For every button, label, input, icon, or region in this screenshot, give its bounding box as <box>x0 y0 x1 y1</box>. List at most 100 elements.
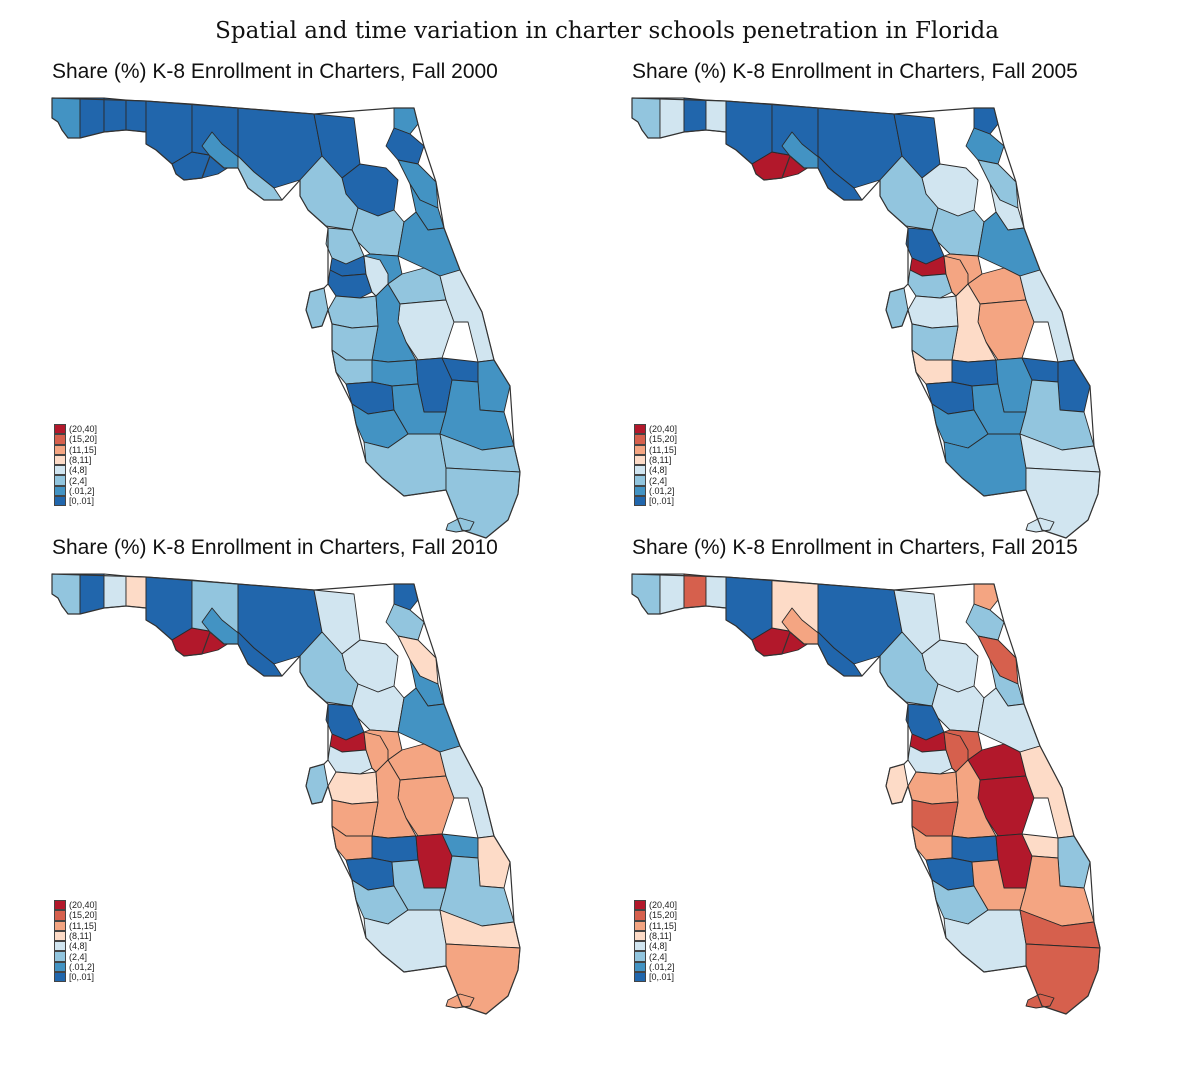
legend-item: (15,20] <box>54 434 98 445</box>
legend-swatch <box>54 910 66 921</box>
legend-item: [0,.01] <box>54 972 97 983</box>
legend: (20,40] (15,20] (11,15] (8,11] (4,8] (2,4] (.0… <box>54 900 98 983</box>
region-hardee <box>951 835 999 863</box>
region-okaloosa <box>683 97 707 133</box>
legend-item: [0,.01] <box>54 496 97 507</box>
state-outline <box>631 573 1101 1015</box>
legend-label: (11,15] <box>649 920 677 931</box>
legend-label: (2,4] <box>69 951 88 962</box>
region-pasco <box>907 269 953 299</box>
region-escambia <box>631 573 661 615</box>
panel-title: Share (%) K-8 Enrollment in Charters, Fa… <box>632 536 1078 559</box>
legend-item: (20,40] <box>634 900 678 911</box>
map-panel-2005: Share (%) K-8 Enrollment in Charters, Fa… <box>622 60 1182 540</box>
legend-item: [0,.01] <box>634 496 677 507</box>
legend-swatch <box>54 496 66 507</box>
legend-swatch <box>54 475 66 486</box>
legend-swatch <box>54 951 66 962</box>
region-duval <box>965 127 1005 165</box>
region-escambia <box>51 573 81 615</box>
legend-label: (2,4] <box>649 951 668 962</box>
florida-map <box>631 573 1101 1015</box>
legend-swatch <box>54 434 66 445</box>
region-pasco <box>907 745 953 775</box>
region-sumter <box>363 255 389 297</box>
region-hillsborough <box>907 771 959 805</box>
legend-item: (11,15] <box>634 920 677 931</box>
region-hillsborough <box>327 771 379 805</box>
legend-label: [0,.01] <box>649 972 675 983</box>
legend-item: (4,8] <box>54 465 97 476</box>
legend-label: (.01,2] <box>69 485 95 496</box>
legend-swatch <box>54 465 66 476</box>
legend-swatch <box>54 972 66 983</box>
panel-title: Share (%) K-8 Enrollment in Charters, Fa… <box>52 536 498 559</box>
region-bay <box>145 100 193 165</box>
legend-label: (8,11] <box>69 455 92 466</box>
legend-swatch <box>634 910 646 921</box>
legend-label: (4,8] <box>69 941 88 952</box>
region-walton <box>705 99 727 133</box>
region-bay <box>725 100 773 165</box>
map-panel-2015: Share (%) K-8 Enrollment in Charters, Fa… <box>622 536 1182 1016</box>
legend-swatch <box>54 961 66 973</box>
region-duval <box>965 603 1005 641</box>
legend-label: (15,20] <box>69 910 98 921</box>
legend-item: (11,15] <box>54 444 97 455</box>
legend-item: (20,40] <box>54 424 97 435</box>
legend-label: (15,20] <box>69 434 98 445</box>
region-hillsborough <box>907 295 959 329</box>
legend-item: (.01,2] <box>634 961 677 973</box>
legend-label: (20,40] <box>649 900 678 911</box>
legend-item: (20,40] <box>634 424 678 435</box>
region-hardee <box>951 359 999 387</box>
legend-item: (15,20] <box>634 910 677 921</box>
region-hillsborough <box>327 295 379 329</box>
map-panel-2000: Share (%) K-8 Enrollment in Charters, Fa… <box>42 60 602 540</box>
region-stlucie <box>477 835 511 889</box>
florida-map <box>51 97 521 539</box>
legend-swatch <box>634 496 646 507</box>
legend-label: (11,15] <box>69 444 97 455</box>
region-stlucie <box>1057 359 1091 413</box>
legend-label: (11,15] <box>69 920 97 931</box>
legend-label: (20,40] <box>649 424 678 435</box>
state-outline <box>51 97 521 539</box>
legend-label: (4,8] <box>649 465 668 476</box>
map-panel-2010: Share (%) K-8 Enrollment in Charters, Fa… <box>42 536 602 1016</box>
legend-label: (8,11] <box>649 455 672 466</box>
legend: (20,40] (15,20] (11,15] (8,11] (4,8] (2,4] (.0… <box>634 424 678 507</box>
panel-title: Share (%) K-8 Enrollment in Charters, Fa… <box>52 60 498 83</box>
region-bay <box>145 576 193 641</box>
region-pasco <box>327 269 373 299</box>
region-santarosa <box>659 97 685 139</box>
legend-label: (2,4] <box>69 475 88 486</box>
region-escambia <box>51 97 81 139</box>
region-hardee <box>371 835 419 863</box>
region-walton <box>125 575 147 609</box>
legend-item: (2,4] <box>54 475 97 486</box>
legend-label: (4,8] <box>69 465 88 476</box>
legend-label: (4,8] <box>649 941 668 952</box>
florida-map <box>631 97 1101 539</box>
region-escambia <box>631 97 661 139</box>
legend-swatch <box>634 485 646 497</box>
legend-swatch <box>54 485 66 497</box>
panel-title: Share (%) K-8 Enrollment in Charters, Fa… <box>632 60 1078 83</box>
legend-swatch <box>634 465 646 476</box>
legend-item: (11,15] <box>54 920 97 931</box>
legend-swatch <box>54 930 66 942</box>
legend-item: (8,11] <box>54 454 97 466</box>
state-outline <box>51 573 521 1015</box>
legend-label: (15,20] <box>649 434 678 445</box>
legend-swatch <box>634 454 646 466</box>
legend-label: (8,11] <box>69 931 92 942</box>
legend-item: (4,8] <box>54 941 97 952</box>
legend-label: (20,40] <box>69 900 98 911</box>
state-outline <box>631 97 1101 539</box>
legend-item: (2,4] <box>54 951 97 962</box>
legend-item: (8,11] <box>634 454 677 466</box>
legend-item: (.01,2] <box>54 961 97 973</box>
legend-label: (8,11] <box>649 931 672 942</box>
region-santarosa <box>79 573 105 615</box>
